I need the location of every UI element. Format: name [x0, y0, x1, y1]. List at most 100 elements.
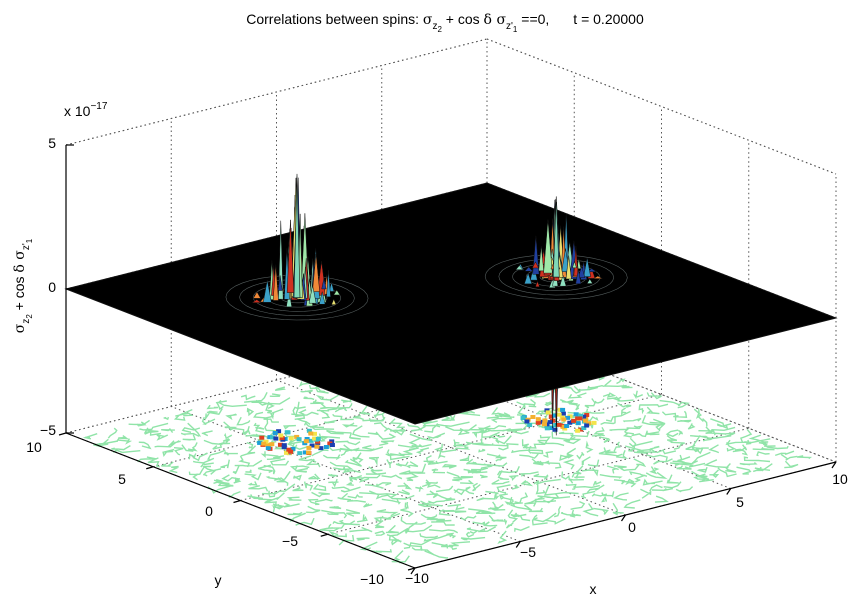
contour-blob [297, 451, 303, 456]
contour-blob [265, 446, 271, 451]
contour-blob [556, 422, 562, 427]
contour-blob [302, 450, 308, 455]
spike [277, 275, 283, 291]
contour-blob [278, 433, 284, 438]
spike [583, 257, 591, 277]
x-tick-label: 0 [628, 519, 636, 535]
spike-peak [293, 173, 301, 299]
contour-blob [309, 443, 315, 448]
contour-blob [560, 407, 566, 412]
spike [586, 278, 593, 284]
contour-blob [306, 428, 312, 433]
contour-blob [304, 437, 310, 442]
grid-line [276, 379, 626, 516]
chart-title: Correlations between spins: σz2 + cos δ … [246, 11, 644, 34]
contour-blob [553, 422, 559, 427]
contour-blob [586, 421, 592, 426]
y-tick-label: −5 [282, 533, 298, 549]
contour-blob [327, 441, 333, 446]
contour-blob [544, 408, 550, 413]
contour-blob [308, 438, 314, 443]
contour-blob [535, 417, 541, 422]
x-tick-label: −10 [405, 570, 429, 586]
axes-layer [58, 144, 837, 575]
contour-blob [564, 423, 570, 428]
contour-blob [288, 449, 294, 454]
spike [272, 264, 279, 301]
spike [535, 280, 540, 287]
surface-plane [64, 182, 838, 425]
spike [577, 265, 586, 278]
spike [251, 299, 262, 303]
contour-floor [82, 333, 813, 564]
y-tick [407, 567, 416, 571]
contour-blob [556, 412, 562, 417]
contour-blob [530, 415, 536, 420]
contour-blob [581, 414, 587, 419]
x-tick-labels: −10 −5 0 5 10 [405, 471, 848, 586]
y-tick-label: 5 [118, 471, 126, 487]
contour-blob [283, 450, 289, 455]
x-tick [831, 461, 837, 469]
y-tick-label: 10 [26, 439, 42, 455]
y-tick [233, 499, 241, 504]
contour-blob [259, 435, 265, 440]
contour-blob [265, 443, 271, 448]
spike [559, 274, 567, 287]
spike [331, 298, 337, 305]
contour-blob [279, 435, 285, 440]
spike [531, 261, 540, 269]
y-tick-label: −10 [360, 571, 384, 587]
contour-blob [305, 450, 311, 455]
contour-blob [303, 439, 309, 444]
x-tick [515, 541, 521, 548]
contour-blob [329, 443, 335, 448]
x-tick [726, 488, 732, 495]
contour-blob [571, 418, 577, 423]
x-tick [621, 514, 626, 522]
contour-blob [578, 413, 584, 418]
contour-blob [552, 427, 558, 432]
contour-blob [257, 440, 263, 445]
spike-peak [552, 196, 560, 278]
contour-blob [577, 416, 583, 421]
spike [262, 279, 272, 303]
contour-blob [544, 426, 550, 431]
contour-blob [302, 441, 308, 446]
contour-blob [276, 429, 282, 434]
grid-line [65, 326, 488, 434]
contour-blob [548, 414, 554, 419]
spike [308, 285, 317, 304]
z-tick-label: −5 [40, 422, 56, 438]
contour-blob [273, 436, 279, 441]
y-tick-labels: 10 5 0 −5 −10 [26, 439, 384, 587]
z-tick-labels: 5 0 −5 [40, 135, 56, 438]
contour-blob [272, 430, 278, 435]
contour-blob [286, 447, 292, 452]
contour-blob [567, 420, 573, 425]
contour-blob [277, 442, 283, 447]
surface-sheet [64, 182, 838, 425]
contour-blob [584, 413, 590, 418]
contour-blob [575, 421, 581, 426]
contour-blob [575, 428, 581, 433]
spike [575, 269, 582, 285]
contour-blob [535, 420, 541, 425]
x-tick [410, 567, 416, 575]
contour-blob [284, 430, 290, 435]
spike [523, 272, 533, 285]
spike [565, 255, 572, 280]
contour-blob [269, 442, 275, 447]
contour-blob [318, 446, 324, 451]
z-axis-label: σz2 + cos δ σz'1 [11, 238, 34, 333]
contour-blob [311, 431, 317, 436]
grid-line [171, 406, 521, 542]
grid-line [240, 394, 662, 501]
grid-line [486, 38, 837, 175]
contour-blob [591, 420, 597, 425]
contour-blob [267, 435, 273, 440]
contour-blob [551, 413, 557, 418]
positive-spikes [251, 173, 604, 308]
z-exponent-label: x 10−17 [64, 101, 108, 119]
contour-blob [520, 416, 526, 421]
